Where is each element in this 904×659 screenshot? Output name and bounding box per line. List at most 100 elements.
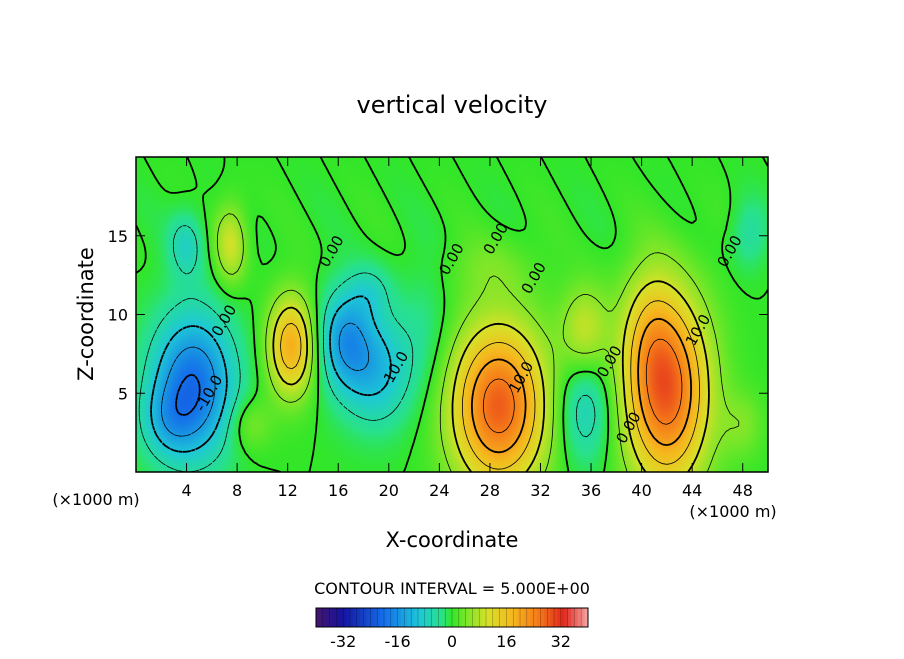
contour-line	[150, 295, 392, 453]
contour-line	[138, 225, 596, 472]
colorbar-segment	[367, 608, 371, 627]
colorbar-segment	[492, 608, 497, 627]
colorbar-segment	[475, 608, 480, 627]
colorbar-segment	[537, 608, 541, 627]
colorbar-segment	[550, 608, 555, 627]
x-tick-label: 20	[379, 481, 399, 500]
colorbar-segment	[469, 608, 473, 627]
y-axis-ticks: 5 10 15	[108, 227, 768, 403]
colorbar-segment	[472, 608, 477, 627]
contour-lines	[136, 157, 768, 472]
colorbar-segment	[353, 608, 358, 627]
colorbar-segment	[462, 608, 466, 627]
colorbar-segment	[326, 608, 330, 627]
colorbar-segment	[411, 608, 415, 627]
colorbar-segment	[438, 608, 443, 627]
colorbar-segment	[574, 608, 579, 627]
colorbar-segment	[418, 608, 422, 627]
colorbar-segment	[564, 608, 568, 627]
colorbar-segment	[567, 608, 572, 627]
colorbar-segment	[414, 608, 419, 627]
x-axis-ticks: 4 8 12 16 20 24 28 32 36 40 44 48	[181, 157, 753, 500]
colorbar-segment	[397, 608, 402, 627]
colorbar-segment	[384, 608, 388, 627]
colorbar-segment	[390, 608, 395, 627]
x-tick-label: 44	[682, 481, 702, 500]
colorbar-segment	[421, 608, 426, 627]
colorbar-segment	[581, 608, 585, 627]
colorbar-segment	[503, 608, 507, 627]
colorbar-segment	[356, 608, 361, 627]
colorbar-segment	[448, 608, 453, 627]
colorbar-segment	[394, 608, 398, 627]
colorbar-segment	[547, 608, 551, 627]
colorbar-frame	[315, 607, 589, 628]
colorbar-segment	[435, 608, 439, 627]
contour-line	[216, 213, 740, 472]
contour-line	[175, 373, 201, 416]
colorbar-segment	[499, 608, 504, 627]
colorbar-segment	[557, 608, 562, 627]
colorbar-segment	[339, 608, 344, 627]
colorbar-segment	[360, 608, 364, 627]
colorbar-segment	[370, 608, 375, 627]
x-axis-label: X-coordinate	[386, 528, 519, 552]
colorbar-segment	[455, 608, 460, 627]
x-tick-label: 28	[480, 481, 500, 500]
colorbar-segment	[401, 608, 405, 627]
colorbar-segment	[316, 608, 320, 627]
y-axis-label: Z-coordinate	[74, 247, 98, 381]
colorbar-tick-label: 0	[447, 632, 457, 651]
x-tick-label: 4	[181, 481, 191, 500]
x-tick-label: 24	[429, 481, 449, 500]
colorbar-segment	[513, 608, 517, 627]
y-tick-label: 5	[118, 384, 128, 403]
x-tick-label: 16	[328, 481, 348, 500]
contour-line	[482, 338, 683, 434]
colorbar-segment	[387, 608, 392, 627]
x-tick-label: 32	[530, 481, 550, 500]
contour-line	[272, 280, 710, 472]
colorbar-segment	[441, 608, 446, 627]
colorbar-segment	[373, 608, 378, 627]
colorbar-tick-label: 32	[551, 632, 571, 651]
x-tick-label: 48	[733, 481, 753, 500]
colorbar-segment	[350, 608, 354, 627]
y-tick-label: 10	[108, 306, 128, 325]
colorbar-segment	[346, 608, 351, 627]
colorbar-segment	[486, 608, 490, 627]
colorbar-segment	[479, 608, 483, 627]
colorbar-segment	[516, 608, 521, 627]
plot-area: 0.000.00 0.000.000.000.000.000.00-10.0-10…	[136, 157, 768, 472]
colorbar-segment	[506, 608, 511, 627]
x-tick-label: 40	[631, 481, 651, 500]
colorbar-segment	[404, 608, 409, 627]
colorbar-segment	[319, 608, 324, 627]
contour-line	[280, 300, 700, 470]
contour-line	[161, 322, 370, 437]
colorbar-segment	[452, 608, 456, 627]
colorbar-segment	[458, 608, 463, 627]
colorbar-tick-label: -32	[330, 632, 356, 651]
contour-interval-text: CONTOUR INTERVAL = 5.000E+00	[314, 579, 590, 598]
colorbar-segment	[520, 608, 524, 627]
chart-title: vertical velocity	[357, 91, 548, 119]
x-axis-right-unit-label: (×1000 m)	[689, 502, 776, 521]
colorbar-segment	[509, 608, 514, 627]
x-tick-label: 36	[581, 481, 601, 500]
contour-line	[471, 317, 692, 454]
colorbar-segment	[407, 608, 412, 627]
colorbar-segment	[489, 608, 494, 627]
colorbar-tick-label: 16	[496, 632, 516, 651]
colorbar-ticks: -32 -16 0 16 32	[330, 632, 571, 651]
colorbar-segment	[377, 608, 381, 627]
x-tick-label: 8	[232, 481, 242, 500]
colorbar-segment	[333, 608, 337, 627]
colorbar-segment	[336, 608, 341, 627]
y-tick-label: 15	[108, 227, 128, 246]
colorbar-segment	[322, 608, 327, 627]
colorbar-segment	[577, 608, 582, 627]
colorbar-tick-label: -16	[385, 632, 411, 651]
colorbar-segment	[540, 608, 545, 627]
